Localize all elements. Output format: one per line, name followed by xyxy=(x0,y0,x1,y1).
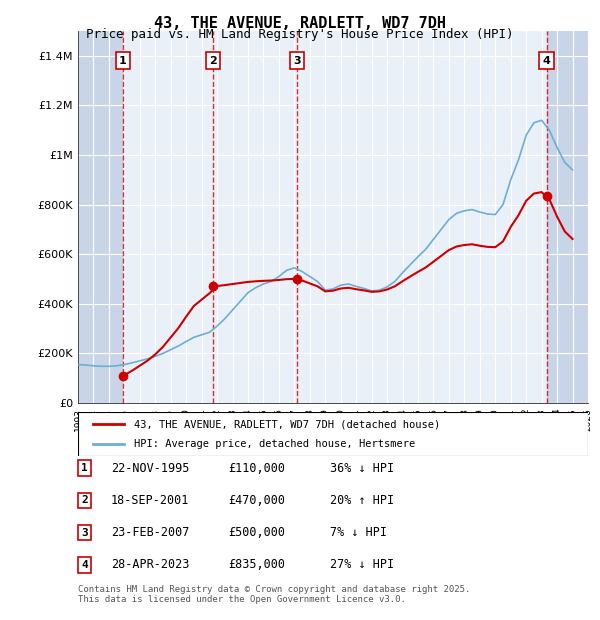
Text: 43, THE AVENUE, RADLETT, WD7 7DH (detached house): 43, THE AVENUE, RADLETT, WD7 7DH (detach… xyxy=(134,420,440,430)
Text: 2: 2 xyxy=(81,495,88,505)
Text: 36% ↓ HPI: 36% ↓ HPI xyxy=(330,462,394,474)
Text: 1: 1 xyxy=(119,56,127,66)
Text: 3: 3 xyxy=(81,528,88,538)
Text: 2: 2 xyxy=(209,56,217,66)
Text: 4: 4 xyxy=(543,56,551,66)
Text: 3: 3 xyxy=(293,56,301,66)
Text: 4: 4 xyxy=(81,560,88,570)
Text: HPI: Average price, detached house, Hertsmere: HPI: Average price, detached house, Hert… xyxy=(134,438,415,448)
Text: £500,000: £500,000 xyxy=(228,526,285,539)
Text: 20% ↑ HPI: 20% ↑ HPI xyxy=(330,494,394,507)
Text: 28-APR-2023: 28-APR-2023 xyxy=(111,559,190,571)
Bar xyxy=(78,31,123,403)
Text: 7% ↓ HPI: 7% ↓ HPI xyxy=(330,526,387,539)
Text: 18-SEP-2001: 18-SEP-2001 xyxy=(111,494,190,507)
Text: £110,000: £110,000 xyxy=(228,462,285,474)
Text: £470,000: £470,000 xyxy=(228,494,285,507)
Text: Contains HM Land Registry data © Crown copyright and database right 2025.
This d: Contains HM Land Registry data © Crown c… xyxy=(78,585,470,604)
Text: 1: 1 xyxy=(81,463,88,473)
Text: £835,000: £835,000 xyxy=(228,559,285,571)
Text: 27% ↓ HPI: 27% ↓ HPI xyxy=(330,559,394,571)
Text: 43, THE AVENUE, RADLETT, WD7 7DH: 43, THE AVENUE, RADLETT, WD7 7DH xyxy=(154,16,446,30)
Text: 23-FEB-2007: 23-FEB-2007 xyxy=(111,526,190,539)
Bar xyxy=(547,31,588,403)
Text: 22-NOV-1995: 22-NOV-1995 xyxy=(111,462,190,474)
Text: Price paid vs. HM Land Registry's House Price Index (HPI): Price paid vs. HM Land Registry's House … xyxy=(86,28,514,41)
FancyBboxPatch shape xyxy=(78,412,588,456)
